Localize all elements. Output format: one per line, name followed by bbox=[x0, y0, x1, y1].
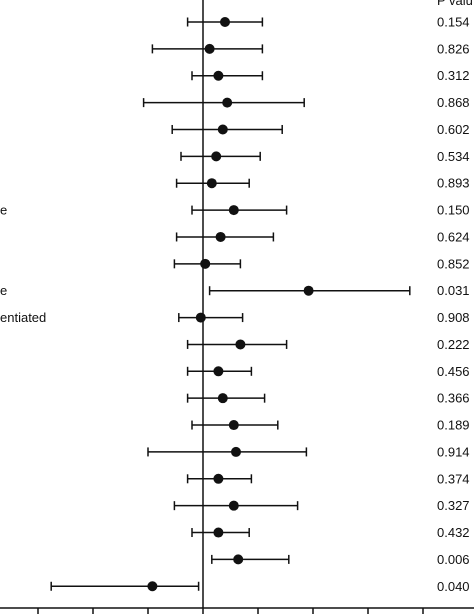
forest-row: 0.893 bbox=[175, 176, 470, 191]
point-estimate bbox=[213, 366, 224, 377]
point-estimate bbox=[217, 393, 228, 404]
p-value-label: 0.366 bbox=[437, 391, 470, 406]
point-estimate bbox=[228, 500, 239, 511]
p-value-label: 0.914 bbox=[437, 444, 470, 459]
p-value-label: 0.826 bbox=[437, 41, 470, 56]
point-estimate bbox=[213, 70, 224, 81]
point-estimate bbox=[213, 527, 224, 538]
point-estimate bbox=[213, 473, 224, 484]
forest-row: 0.432 bbox=[191, 525, 470, 540]
point-estimate bbox=[222, 97, 233, 108]
p-value-label: 0.006 bbox=[437, 552, 470, 567]
p-value-label: 0.868 bbox=[437, 95, 470, 110]
forest-row: 0.374 bbox=[186, 471, 470, 486]
point-estimate bbox=[228, 205, 239, 216]
p-value-label: 0.374 bbox=[437, 471, 470, 486]
point-estimate bbox=[215, 231, 226, 242]
p-value-label: 0.189 bbox=[437, 418, 470, 433]
forest-row: 0.602 bbox=[171, 122, 470, 137]
p-value-label: 0.222 bbox=[437, 337, 470, 352]
p-value-label: 0.432 bbox=[437, 525, 470, 540]
forest-row: 0.534 bbox=[180, 149, 470, 164]
point-estimate bbox=[303, 285, 314, 296]
row-label: entiated bbox=[0, 310, 46, 325]
point-estimate bbox=[147, 581, 158, 592]
point-estimate bbox=[220, 17, 230, 27]
p-value-label: 0.534 bbox=[437, 149, 470, 164]
forest-row: 0.624 bbox=[175, 229, 470, 244]
p-value-label: 0.602 bbox=[437, 122, 470, 137]
row-label: e bbox=[0, 203, 7, 218]
p-value-label: 0.031 bbox=[437, 283, 470, 298]
forest-row: 0.312 bbox=[191, 68, 470, 83]
x-axis bbox=[0, 607, 474, 614]
forest-row: 0.040 bbox=[50, 579, 470, 594]
forest-row: 0.154 bbox=[186, 15, 470, 30]
p-value-label: 0.852 bbox=[437, 256, 470, 271]
point-estimate bbox=[195, 312, 206, 323]
point-estimate bbox=[204, 43, 215, 54]
forest-row: 0.852 bbox=[173, 256, 470, 271]
point-estimate bbox=[233, 554, 244, 565]
p-value-label: 0.312 bbox=[437, 68, 470, 83]
forest-row: 0.150 e bbox=[0, 203, 470, 218]
forest-row: 0.868 bbox=[142, 95, 470, 110]
p-value-label: 0.624 bbox=[437, 229, 470, 244]
forest-row: 0.006 bbox=[211, 552, 470, 567]
p-value-label: 0.154 bbox=[437, 15, 470, 30]
forest-row: 0.222 bbox=[186, 337, 470, 352]
p-value-label: 0.150 bbox=[437, 203, 470, 218]
forest-row: 0.456 bbox=[186, 364, 470, 379]
p-value-label: 0.893 bbox=[437, 176, 470, 191]
forest-row: 0.327 bbox=[173, 498, 470, 513]
point-estimate bbox=[217, 124, 228, 135]
forest-row: 0.366 bbox=[186, 391, 470, 406]
forest-row: 0.914 bbox=[147, 444, 470, 459]
p-value-label: 0.327 bbox=[437, 498, 470, 513]
point-estimate bbox=[211, 151, 222, 162]
point-estimate bbox=[235, 339, 246, 350]
p-value-label: 0.908 bbox=[437, 310, 470, 325]
forest-row: 0.908 entiated bbox=[0, 310, 470, 325]
point-estimate bbox=[228, 420, 239, 431]
forest-row: 0.031 e bbox=[0, 283, 470, 298]
forest-row: 0.826 bbox=[151, 41, 470, 56]
p-value-label: 0.456 bbox=[437, 364, 470, 379]
point-estimate bbox=[206, 178, 217, 189]
p-value-label: 0.040 bbox=[437, 579, 470, 594]
row-label: e bbox=[0, 283, 7, 298]
point-estimate bbox=[200, 258, 211, 269]
p-value-header: P valu bbox=[437, 0, 473, 8]
forest-row: 0.189 bbox=[191, 418, 470, 433]
point-estimate bbox=[231, 446, 241, 457]
